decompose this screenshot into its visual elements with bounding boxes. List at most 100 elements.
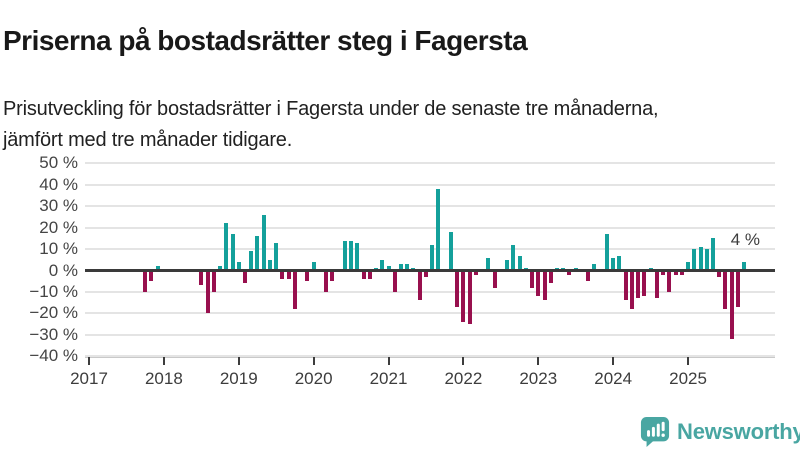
bar bbox=[380, 259, 385, 271]
bar bbox=[349, 240, 354, 271]
gridline bbox=[85, 226, 775, 229]
x-axis-label: 2018 bbox=[144, 369, 183, 388]
y-axis-label: 10 % bbox=[39, 239, 78, 259]
x-axis-label: 2021 bbox=[369, 369, 408, 388]
x-axis-tick bbox=[237, 357, 240, 365]
bar bbox=[355, 242, 360, 271]
bar bbox=[505, 259, 510, 271]
y-axis-label: −20 % bbox=[29, 303, 78, 323]
page-title: Priserna på bostadsrätter steg i Fagerst… bbox=[3, 24, 528, 56]
bar bbox=[567, 270, 572, 275]
bar bbox=[155, 266, 160, 271]
x-axis-tick bbox=[462, 357, 465, 365]
bar bbox=[199, 270, 204, 286]
bar bbox=[723, 270, 728, 310]
zero-line bbox=[85, 269, 775, 272]
bar bbox=[149, 270, 154, 282]
bar bbox=[286, 270, 291, 280]
bar bbox=[399, 264, 403, 271]
gridline bbox=[85, 312, 775, 315]
x-axis-tick bbox=[88, 357, 90, 365]
bar bbox=[604, 234, 609, 271]
bar bbox=[611, 257, 616, 271]
bar bbox=[679, 270, 684, 275]
bar bbox=[623, 270, 628, 301]
x-axis-label: 2020 bbox=[294, 369, 333, 388]
x-axis-label: 2024 bbox=[594, 369, 633, 388]
bar bbox=[224, 223, 229, 271]
bar bbox=[274, 242, 279, 271]
bar bbox=[661, 270, 666, 275]
bar bbox=[586, 270, 591, 282]
bar bbox=[455, 270, 460, 307]
bar bbox=[735, 270, 740, 307]
bar bbox=[280, 270, 285, 280]
x-axis-label: 2019 bbox=[219, 369, 258, 388]
bar bbox=[292, 270, 297, 310]
bar bbox=[417, 270, 422, 301]
bar bbox=[617, 255, 622, 271]
y-axis-label: −30 % bbox=[29, 324, 78, 344]
bar bbox=[530, 270, 535, 288]
bar bbox=[255, 236, 260, 271]
bar bbox=[211, 270, 216, 292]
bar bbox=[448, 231, 453, 271]
gridline bbox=[85, 162, 775, 165]
x-axis-tick bbox=[612, 357, 615, 365]
y-axis-label: 20 % bbox=[39, 217, 78, 237]
bar bbox=[430, 244, 435, 271]
bar bbox=[692, 249, 697, 271]
x-axis-tick bbox=[537, 357, 540, 365]
bar bbox=[592, 264, 597, 271]
bar bbox=[473, 270, 478, 275]
bar bbox=[542, 270, 547, 301]
bar bbox=[629, 270, 634, 310]
newsworthy-icon bbox=[640, 417, 670, 447]
bar bbox=[230, 234, 235, 271]
gridline bbox=[85, 248, 775, 251]
bar bbox=[236, 261, 241, 271]
bar bbox=[143, 270, 148, 292]
x-axis-label: 2017 bbox=[70, 369, 108, 388]
bar bbox=[548, 270, 553, 284]
x-axis-tick bbox=[312, 357, 315, 365]
bar bbox=[361, 270, 366, 280]
bar bbox=[267, 259, 272, 271]
bar bbox=[324, 270, 329, 292]
y-axis-label: 40 % bbox=[39, 174, 78, 194]
y-axis-label: 30 % bbox=[39, 196, 78, 216]
y-axis-label: 50 % bbox=[39, 153, 78, 173]
bar bbox=[311, 261, 316, 271]
page-subtitle: Prisutveckling för bostadsrätter i Fager… bbox=[3, 98, 659, 151]
bar bbox=[342, 240, 347, 271]
bar bbox=[704, 249, 709, 271]
bar bbox=[467, 270, 472, 325]
bar bbox=[686, 261, 691, 271]
bar bbox=[667, 270, 672, 292]
y-axis-label: 0 % bbox=[48, 260, 78, 280]
gridline bbox=[85, 183, 775, 186]
bar bbox=[205, 270, 210, 314]
bar bbox=[386, 266, 391, 271]
gridline bbox=[85, 333, 775, 336]
y-axis-label: −10 % bbox=[29, 281, 78, 301]
gridline bbox=[85, 290, 775, 293]
bar bbox=[673, 270, 678, 275]
x-axis-label: 2025 bbox=[669, 369, 707, 388]
bar bbox=[717, 270, 722, 277]
bar bbox=[243, 270, 247, 284]
x-axis-label: 2022 bbox=[444, 369, 483, 388]
bar bbox=[517, 255, 522, 271]
bar bbox=[218, 266, 223, 271]
bar bbox=[261, 214, 266, 271]
x-axis-line bbox=[85, 357, 775, 358]
bar bbox=[461, 270, 466, 322]
bar bbox=[423, 270, 428, 277]
x-axis-label: 2023 bbox=[519, 369, 558, 388]
bar bbox=[536, 270, 541, 297]
last-value-annotation: 4 % bbox=[730, 230, 760, 249]
bar bbox=[305, 270, 310, 282]
newsworthy-logo[interactable]: Newsworthy bbox=[640, 416, 800, 448]
